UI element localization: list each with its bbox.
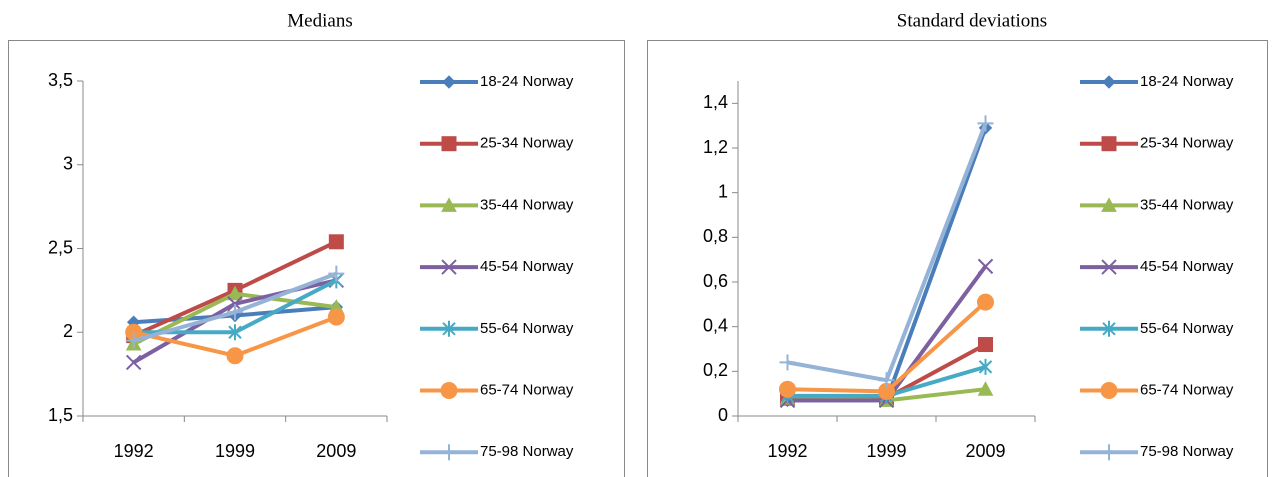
y-tick-label: 1,4: [703, 92, 728, 112]
legend-label: 65-74 Norway: [1140, 381, 1234, 398]
marker: [1102, 320, 1116, 337]
legend-label: 35-44 Norway: [1140, 196, 1234, 213]
legend-label: 45-54 Norway: [1140, 258, 1234, 275]
marker: [977, 381, 994, 396]
marker: [1101, 444, 1117, 461]
marker: [328, 265, 345, 282]
marker: [328, 234, 344, 250]
marker: [442, 75, 456, 89]
legend-label: 25-34 Norway: [1140, 135, 1234, 152]
y-tick-label: 0: [718, 405, 728, 425]
x-tick-label: 2009: [316, 441, 356, 461]
panel: [647, 40, 1268, 477]
marker: [779, 380, 796, 398]
marker: [1101, 259, 1117, 275]
marker: [878, 372, 895, 389]
marker: [125, 354, 142, 371]
x-tick-label: 1999: [866, 441, 906, 461]
legend-label: 55-64 Norway: [480, 320, 574, 337]
legend-label: 55-64 Norway: [1140, 320, 1234, 337]
y-tick-label: 1: [718, 181, 728, 201]
marker: [978, 358, 993, 375]
marker: [977, 293, 994, 311]
y-tick-label: 3: [63, 154, 73, 174]
chart-title: Medians: [287, 10, 352, 31]
legend-label: 18-24 Norway: [1140, 73, 1234, 90]
marker: [441, 259, 457, 275]
marker: [228, 324, 242, 341]
chart-title: Standard deviations: [897, 10, 1047, 31]
marker: [442, 320, 456, 337]
legend-label: 75-98 Norway: [1140, 443, 1234, 460]
y-tick-label: 1,5: [48, 405, 73, 425]
legend-label: 75-98 Norway: [480, 443, 574, 460]
marker: [327, 308, 345, 326]
x-tick-label: 2009: [965, 441, 1005, 461]
marker: [1102, 75, 1116, 89]
y-tick-label: 0,4: [703, 315, 728, 335]
marker: [1100, 382, 1118, 399]
marker: [977, 258, 994, 275]
y-tick-label: 2,5: [48, 237, 73, 257]
y-tick-label: 0,8: [703, 226, 728, 246]
y-tick-label: 2: [63, 321, 73, 341]
marker: [978, 337, 993, 353]
marker: [977, 115, 994, 132]
x-tick-label: 1999: [215, 441, 255, 461]
marker: [226, 347, 244, 365]
legend-label: 18-24 Norway: [480, 73, 574, 90]
legend-label: 35-44 Norway: [480, 196, 574, 213]
marker: [227, 285, 243, 301]
marker: [1101, 136, 1117, 152]
marker: [1101, 197, 1117, 212]
y-tick-label: 0,2: [703, 360, 728, 380]
series-line: [787, 122, 988, 383]
y-tick-label: 0,6: [703, 271, 728, 291]
panel: [8, 40, 625, 477]
legend-label: 65-74 Norway: [480, 381, 574, 398]
marker: [441, 136, 457, 152]
marker: [779, 354, 796, 371]
legend-label: 25-34 Norway: [480, 135, 574, 152]
y-tick-label: 1,2: [703, 137, 728, 157]
marker: [227, 304, 243, 321]
marker: [125, 332, 142, 349]
y-tick-label: 3,5: [48, 70, 73, 90]
marker: [441, 444, 457, 461]
x-tick-label: 1992: [767, 441, 807, 461]
legend-label: 45-54 Norway: [480, 258, 574, 275]
marker: [441, 197, 457, 212]
marker: [440, 382, 458, 399]
x-tick-label: 1992: [114, 441, 154, 461]
